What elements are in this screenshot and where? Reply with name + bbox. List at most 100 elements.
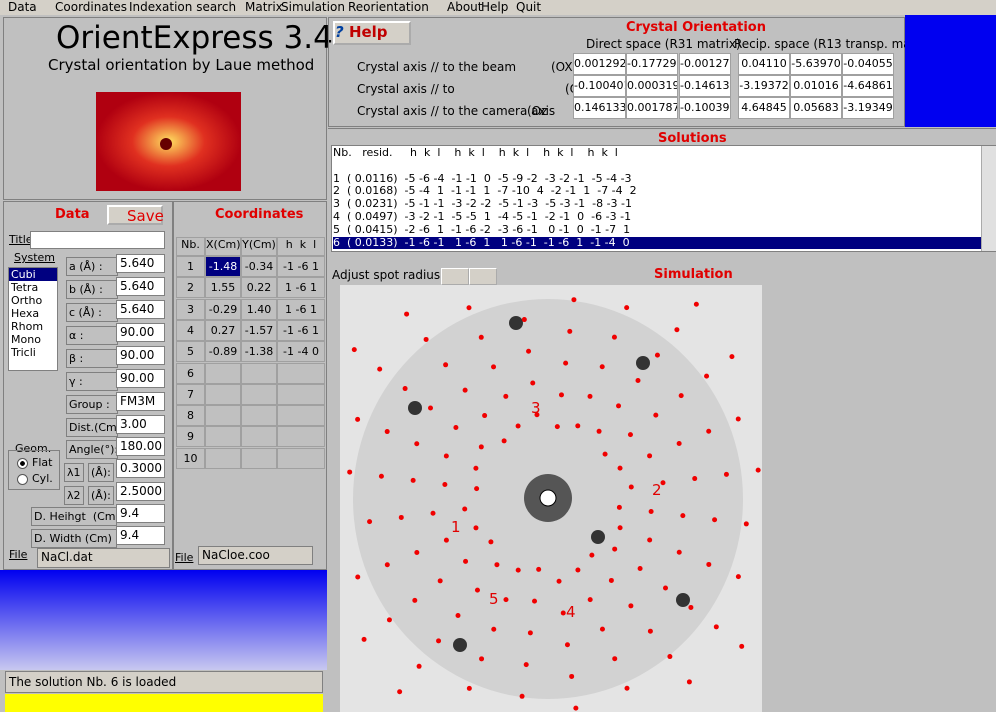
system-option[interactable]: Mono xyxy=(11,333,41,346)
system-option[interactable]: Tricli xyxy=(11,346,36,359)
table-cell[interactable] xyxy=(277,447,325,469)
radio[interactable] xyxy=(17,474,28,485)
matrix-cell: 0.04110 xyxy=(738,53,790,75)
table-cell[interactable]: -1 -6 1 xyxy=(277,319,325,341)
menu-item[interactable]: Data xyxy=(8,0,37,14)
spot xyxy=(556,578,562,584)
radio[interactable] xyxy=(17,458,28,469)
spot xyxy=(571,297,577,303)
spot xyxy=(479,656,485,662)
title-input[interactable] xyxy=(30,231,165,249)
solution-row[interactable]: 1 ( 0.0116) -5 -6 -4 -1 -1 0 -5 -9 -2 -3… xyxy=(333,171,632,185)
system-option[interactable]: Rhom xyxy=(11,320,44,333)
table-cell[interactable]: -0.29 xyxy=(205,298,241,320)
field-input[interactable]: FM3M xyxy=(116,392,165,411)
table-cell[interactable] xyxy=(277,362,325,384)
table-cell[interactable] xyxy=(241,383,277,405)
solutions-list[interactable]: Nb. resid. h k l h k l h k l h k l h k l… xyxy=(331,145,996,252)
table-cell[interactable]: -1 -4 0 xyxy=(277,341,325,363)
spot xyxy=(503,597,509,603)
field-input[interactable]: 5.640 xyxy=(116,300,165,319)
table-cell[interactable] xyxy=(205,426,241,448)
field-input[interactable]: 2.5000 xyxy=(116,482,165,501)
table-cell[interactable] xyxy=(277,405,325,427)
help-button[interactable]: ? Help xyxy=(333,21,411,45)
panel-title: Simulation xyxy=(654,267,733,282)
matrix-cell: 0.001787 xyxy=(626,97,678,119)
menu-item[interactable]: Matrix xyxy=(245,0,283,14)
table-cell[interactable] xyxy=(277,383,325,405)
menu-item[interactable]: Help xyxy=(481,0,509,14)
field-input[interactable]: 3.00 xyxy=(116,415,165,434)
spot xyxy=(653,412,659,418)
system-option[interactable]: Ortho xyxy=(11,294,43,307)
scrollbar[interactable] xyxy=(981,146,996,251)
matrix-cell: -0.177296 xyxy=(626,53,678,75)
save-button[interactable]: Save xyxy=(107,205,164,225)
matrix-cell: -0.146139 xyxy=(679,75,731,97)
table-cell[interactable]: 1 -6 1 xyxy=(277,298,325,320)
table-cell[interactable]: -1.38 xyxy=(241,341,277,363)
system-option[interactable]: Cubi xyxy=(9,268,57,281)
reflection xyxy=(509,316,523,330)
table-cell[interactable]: 1.40 xyxy=(241,298,277,320)
field-input[interactable]: 90.00 xyxy=(116,369,165,388)
field-input[interactable]: 90.00 xyxy=(116,323,165,342)
table-cell[interactable]: -1 -6 1 xyxy=(277,256,325,277)
arrow-button[interactable] xyxy=(469,268,497,285)
solution-row[interactable]: 4 ( 0.0497) -3 -2 -1 -5 -5 1 -4 -5 -1 -2… xyxy=(333,209,632,223)
table-cell[interactable] xyxy=(277,426,325,448)
file-input: NaCloe.coo xyxy=(198,546,313,565)
matrix-cell: -0.100401 xyxy=(573,75,626,97)
table-cell[interactable]: -1.48 xyxy=(205,256,241,277)
table-cell[interactable] xyxy=(205,362,241,384)
field-input[interactable]: 90.00 xyxy=(116,346,165,365)
system-option[interactable]: Hexa xyxy=(11,307,40,320)
spot xyxy=(617,465,623,471)
menu-item[interactable]: Quit xyxy=(516,0,542,14)
solution-row[interactable]: 3 ( 0.0231) -5 -1 -1 -3 -2 -2 -5 -1 -3 -… xyxy=(333,197,633,211)
table-cell[interactable]: 1.55 xyxy=(205,277,241,299)
solution-row[interactable]: 2 ( 0.0168) -5 -4 1 -1 -1 1 -7 -10 4 -2 … xyxy=(333,184,637,198)
status-highlight xyxy=(5,694,323,712)
table-cell[interactable]: -0.89 xyxy=(205,341,241,363)
menu-item[interactable]: About xyxy=(447,0,483,14)
solution-row[interactable]: 5 ( 0.0415) -2 -6 1 -1 -6 -2 -3 -6 -1 0 … xyxy=(333,222,631,236)
table-cell[interactable]: 1 -6 1 xyxy=(277,277,325,299)
menu-item[interactable]: Coordinates xyxy=(55,0,128,14)
field-input[interactable]: 5.640 xyxy=(116,254,165,273)
solution-row[interactable]: 6 ( 0.0133) -1 -6 -1 1 -6 1 1 -6 -1 -1 -… xyxy=(333,236,994,250)
simulation-image: 1 2 3 4 5 xyxy=(340,285,762,712)
menu-item[interactable]: Indexation search xyxy=(129,0,237,14)
spot xyxy=(384,562,390,568)
geom-option: Cyl. xyxy=(32,472,53,485)
table-cell[interactable] xyxy=(241,426,277,448)
table-cell[interactable] xyxy=(205,405,241,427)
table-cell[interactable]: 0.27 xyxy=(205,319,241,341)
table-cell[interactable] xyxy=(241,447,277,469)
system-list[interactable]: Cubi Tetra Ortho Hexa Rhom Mono Tricli xyxy=(8,267,58,371)
table-cell[interactable]: 0.22 xyxy=(241,277,277,299)
menu-item[interactable]: Simulation xyxy=(281,0,345,14)
field-input[interactable]: 0.3000 xyxy=(116,459,165,478)
table-cell[interactable] xyxy=(205,447,241,469)
table-cell[interactable] xyxy=(241,362,277,384)
spot xyxy=(563,360,569,366)
arrow-button[interactable] xyxy=(441,268,469,285)
spot xyxy=(617,525,623,531)
field-input[interactable]: 180.00 xyxy=(116,437,165,456)
table-cell[interactable]: -1.57 xyxy=(241,319,277,341)
spot xyxy=(526,348,532,354)
spot xyxy=(569,673,575,679)
spot xyxy=(519,693,525,699)
table-cell[interactable]: -0.34 xyxy=(241,256,277,277)
table-header: Nb. xyxy=(176,237,205,256)
field-input[interactable]: 5.640 xyxy=(116,277,165,296)
reflection xyxy=(676,593,690,607)
table-cell[interactable] xyxy=(205,383,241,405)
menu-item[interactable]: Reorientation xyxy=(348,0,429,14)
table-cell[interactable] xyxy=(241,405,277,427)
field-input[interactable]: 9.4 xyxy=(116,526,165,545)
system-option[interactable]: Tetra xyxy=(11,281,39,294)
field-input[interactable]: 9.4 xyxy=(116,504,165,523)
